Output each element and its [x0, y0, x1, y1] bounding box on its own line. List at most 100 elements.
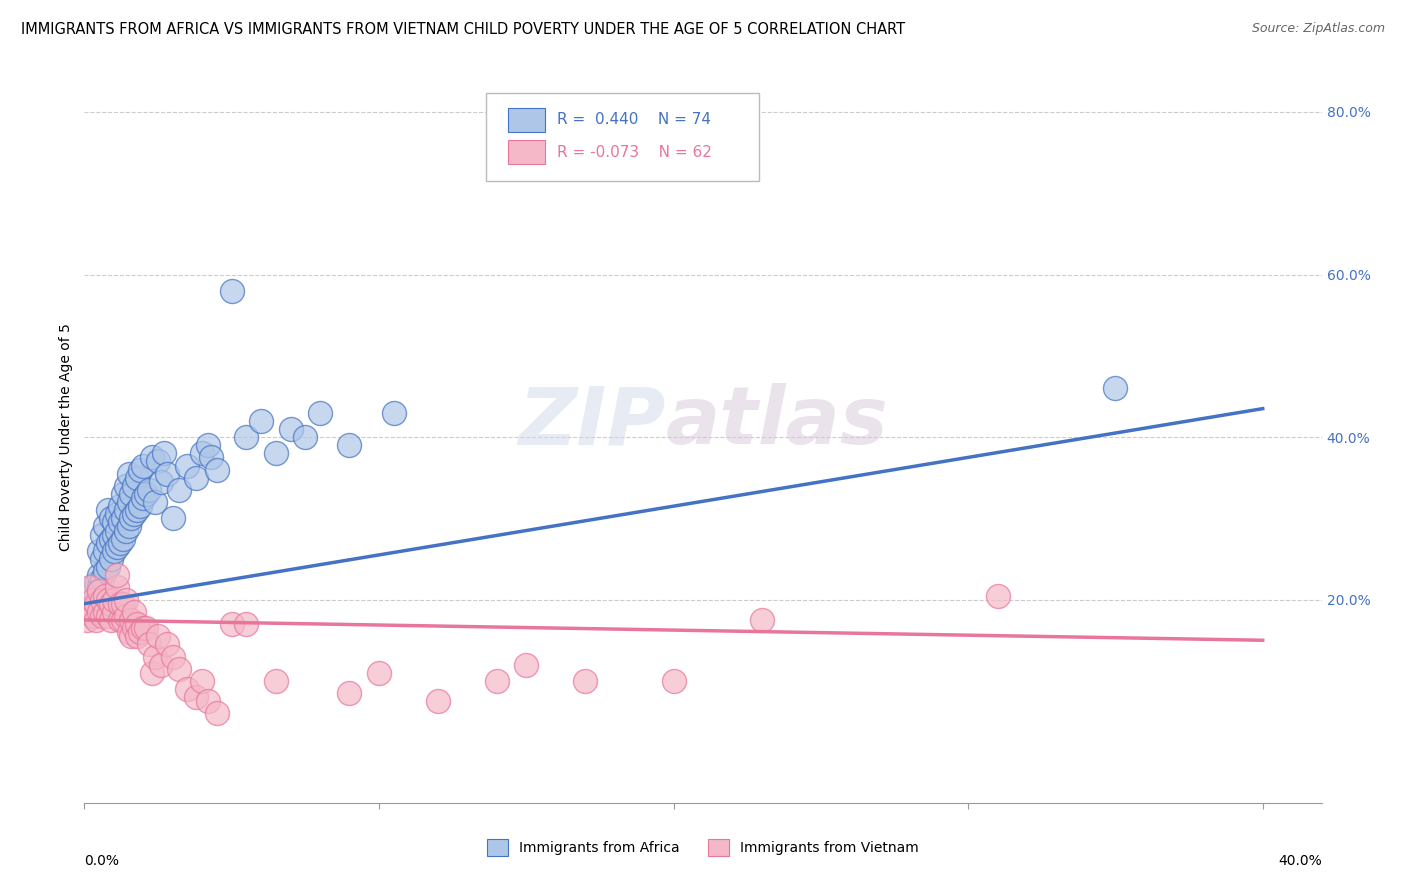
Point [264, 446, 287, 460]
Point [191, 446, 214, 460]
Point [97, 560, 120, 574]
Point [191, 673, 214, 688]
Point [94, 564, 117, 578]
Point [132, 621, 155, 635]
Point [105, 508, 128, 522]
Point [127, 617, 149, 632]
Point [111, 511, 134, 525]
Point [91, 552, 114, 566]
Point [176, 458, 198, 473]
Point [100, 532, 122, 546]
Point [280, 422, 302, 436]
Point [91, 527, 114, 541]
Point [108, 499, 131, 513]
Point [205, 706, 228, 721]
Point [162, 649, 184, 664]
Point [751, 613, 773, 627]
Point [117, 625, 139, 640]
Point [167, 662, 190, 676]
Point [103, 516, 125, 530]
Point [94, 589, 117, 603]
Point [79, 605, 101, 619]
Point [186, 471, 208, 485]
Point [114, 503, 136, 517]
Point [108, 613, 131, 627]
Point [114, 592, 136, 607]
Point [127, 503, 149, 517]
Point [79, 597, 101, 611]
Point [82, 584, 104, 599]
Point [662, 673, 685, 688]
Point [103, 527, 125, 541]
Point [124, 508, 146, 522]
Point [124, 479, 146, 493]
Point [117, 467, 139, 481]
Point [111, 487, 134, 501]
Point [426, 694, 449, 708]
Point [382, 406, 405, 420]
Point [108, 535, 131, 549]
Point [97, 608, 120, 623]
Point [100, 613, 122, 627]
Point [149, 657, 172, 672]
Text: IMMIGRANTS FROM AFRICA VS IMMIGRANTS FROM VIETNAM CHILD POVERTY UNDER THE AGE OF: IMMIGRANTS FROM AFRICA VS IMMIGRANTS FRO… [21, 22, 905, 37]
Point [138, 483, 160, 497]
Point [97, 503, 120, 517]
Point [108, 597, 131, 611]
Point [97, 535, 120, 549]
Point [138, 637, 160, 651]
Point [987, 589, 1010, 603]
Point [117, 495, 139, 509]
Point [129, 499, 152, 513]
Point [84, 613, 107, 627]
Point [94, 544, 117, 558]
Point [114, 524, 136, 538]
Text: R = -0.073    N = 62: R = -0.073 N = 62 [557, 145, 711, 160]
Point [235, 617, 257, 632]
Point [103, 592, 125, 607]
Point [84, 597, 107, 611]
Point [132, 458, 155, 473]
Point [105, 581, 128, 595]
Point [91, 572, 114, 586]
Bar [508, 108, 544, 132]
Legend: Immigrants from Africa, Immigrants from Vietnam: Immigrants from Africa, Immigrants from … [482, 834, 924, 862]
Point [76, 613, 98, 627]
Point [79, 581, 101, 595]
Point [221, 617, 243, 632]
Point [339, 686, 361, 700]
Point [143, 649, 166, 664]
Text: 40.0%: 40.0% [1278, 854, 1322, 868]
Point [124, 621, 146, 635]
Text: Source: ZipAtlas.com: Source: ZipAtlas.com [1251, 22, 1385, 36]
Point [105, 524, 128, 538]
Bar [508, 140, 544, 164]
Point [87, 584, 110, 599]
Point [156, 467, 179, 481]
Point [485, 673, 508, 688]
Point [309, 406, 332, 420]
Point [87, 581, 110, 595]
Point [111, 597, 134, 611]
Point [167, 483, 190, 497]
Point [197, 438, 219, 452]
Point [143, 495, 166, 509]
Point [515, 657, 537, 672]
Point [294, 430, 316, 444]
Point [100, 511, 122, 525]
Point [121, 511, 143, 525]
Text: ZIP: ZIP [519, 384, 666, 461]
Point [84, 592, 107, 607]
Point [94, 519, 117, 533]
Point [221, 284, 243, 298]
Point [235, 430, 257, 444]
Point [149, 475, 172, 489]
Point [108, 516, 131, 530]
Point [205, 462, 228, 476]
Point [153, 446, 176, 460]
Point [574, 673, 596, 688]
Point [97, 592, 120, 607]
Point [176, 681, 198, 696]
Point [82, 605, 104, 619]
Point [82, 608, 104, 623]
